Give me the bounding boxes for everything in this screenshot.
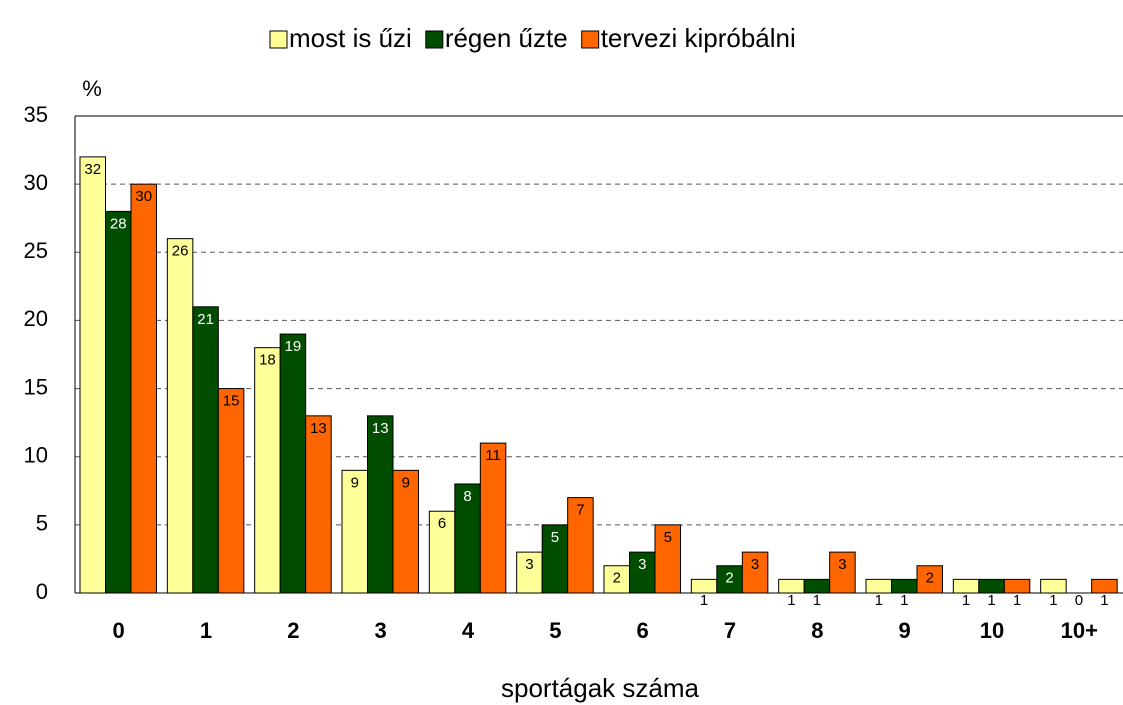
bar (306, 416, 332, 593)
y-tick-label: 0 (36, 579, 48, 604)
value-label: 2 (613, 570, 621, 587)
bar (193, 307, 219, 593)
value-label: 6 (438, 515, 446, 532)
legend-label: régen űzte (445, 23, 568, 53)
value-label: 5 (664, 529, 672, 546)
value-label: 2 (725, 570, 733, 587)
x-tick-label: 0 (113, 618, 125, 643)
bar (953, 579, 979, 593)
x-tick-label: 7 (724, 618, 736, 643)
value-label: 1 (1049, 592, 1057, 609)
x-tick-label: 6 (637, 618, 649, 643)
x-tick-label: 10+ (1061, 618, 1098, 643)
bar (255, 348, 281, 593)
value-label: 8 (463, 488, 471, 505)
value-label: 11 (485, 447, 501, 464)
bar (1092, 579, 1118, 593)
value-label: 3 (751, 556, 759, 573)
value-label: 1 (787, 592, 795, 609)
bar (866, 579, 892, 593)
y-tick-label: 30 (24, 170, 48, 195)
bar (106, 211, 132, 593)
y-tick-label: 5 (36, 511, 48, 536)
bar (480, 443, 506, 593)
legend-swatch (426, 31, 443, 48)
bar (218, 389, 244, 593)
x-tick-label: 1 (200, 618, 212, 643)
bar (979, 579, 1005, 593)
bar (1004, 579, 1029, 593)
value-label: 3 (838, 556, 846, 573)
value-label: 9 (351, 474, 359, 491)
value-label: 1 (1100, 592, 1108, 609)
bar (131, 184, 157, 593)
bar (779, 579, 805, 593)
y-tick-label: 20 (24, 306, 48, 331)
value-label: 7 (576, 502, 584, 519)
value-label: 32 (84, 161, 101, 178)
y-tick-label: 15 (24, 374, 48, 399)
bar (1041, 579, 1067, 593)
y-axis-label: % (82, 76, 102, 101)
x-tick-label: 2 (287, 618, 299, 643)
value-label: 26 (172, 243, 189, 260)
value-label: 13 (310, 420, 327, 437)
value-label: 1 (875, 592, 883, 609)
chart: % sportágak száma 0510152025303503228301… (0, 0, 1123, 705)
value-label: 18 (259, 352, 276, 369)
value-label: 1 (987, 592, 995, 609)
y-tick-label: 10 (24, 443, 48, 468)
value-label: 3 (525, 556, 533, 573)
value-label: 15 (223, 393, 240, 410)
x-tick-label: 9 (899, 618, 911, 643)
bar (80, 157, 106, 593)
bar (804, 579, 830, 593)
legend-swatch (582, 31, 599, 48)
x-tick-label: 3 (375, 618, 387, 643)
value-label: 0 (1075, 592, 1083, 609)
legend-swatch (270, 31, 287, 48)
value-label: 30 (135, 188, 152, 205)
value-label: 28 (110, 215, 127, 232)
value-label: 3 (638, 556, 646, 573)
value-label: 1 (900, 592, 908, 609)
legend-label: most is űzi (289, 23, 412, 53)
bar (892, 579, 918, 593)
y-tick-label: 25 (24, 238, 48, 263)
value-label: 21 (197, 311, 214, 328)
x-axis-label: sportágak száma (501, 673, 700, 703)
x-tick-label: 10 (980, 618, 1004, 643)
value-label: 13 (372, 420, 389, 437)
y-tick-label: 35 (24, 102, 48, 127)
bar (167, 239, 193, 593)
value-label: 2 (926, 570, 934, 587)
bar (368, 416, 394, 593)
value-label: 1 (1013, 592, 1021, 609)
legend-label: tervezi kipróbálni (601, 23, 796, 53)
value-label: 1 (700, 592, 708, 609)
value-label: 5 (551, 529, 559, 546)
value-label: 9 (402, 474, 410, 491)
x-tick-label: 5 (549, 618, 561, 643)
value-label: 19 (285, 338, 302, 355)
x-tick-label: 8 (811, 618, 823, 643)
x-tick-label: 4 (462, 618, 475, 643)
value-label: 1 (813, 592, 821, 609)
bar (280, 334, 306, 593)
value-label: 1 (962, 592, 970, 609)
bar (691, 579, 717, 593)
